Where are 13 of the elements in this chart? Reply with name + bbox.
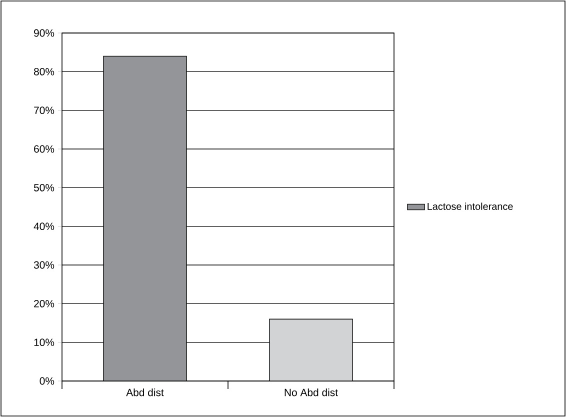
x-tick-label: Abd dist <box>126 388 164 396</box>
x-tick-label: No Abd dist <box>284 388 338 396</box>
y-tick-label: 30% <box>34 261 54 269</box>
y-tick-label: 20% <box>34 300 54 308</box>
y-tick-label: 40% <box>34 222 54 230</box>
legend-label: Lactose intolerance <box>428 202 513 210</box>
y-tick-label: 0% <box>40 377 54 385</box>
y-tick-label: 80% <box>34 68 54 76</box>
y-tick-label: 10% <box>34 338 54 346</box>
y-tick-label: 60% <box>34 145 54 153</box>
y-tick-label: 70% <box>34 106 54 114</box>
y-tick-label: 50% <box>34 184 54 192</box>
y-tick-label: 90% <box>34 29 54 37</box>
